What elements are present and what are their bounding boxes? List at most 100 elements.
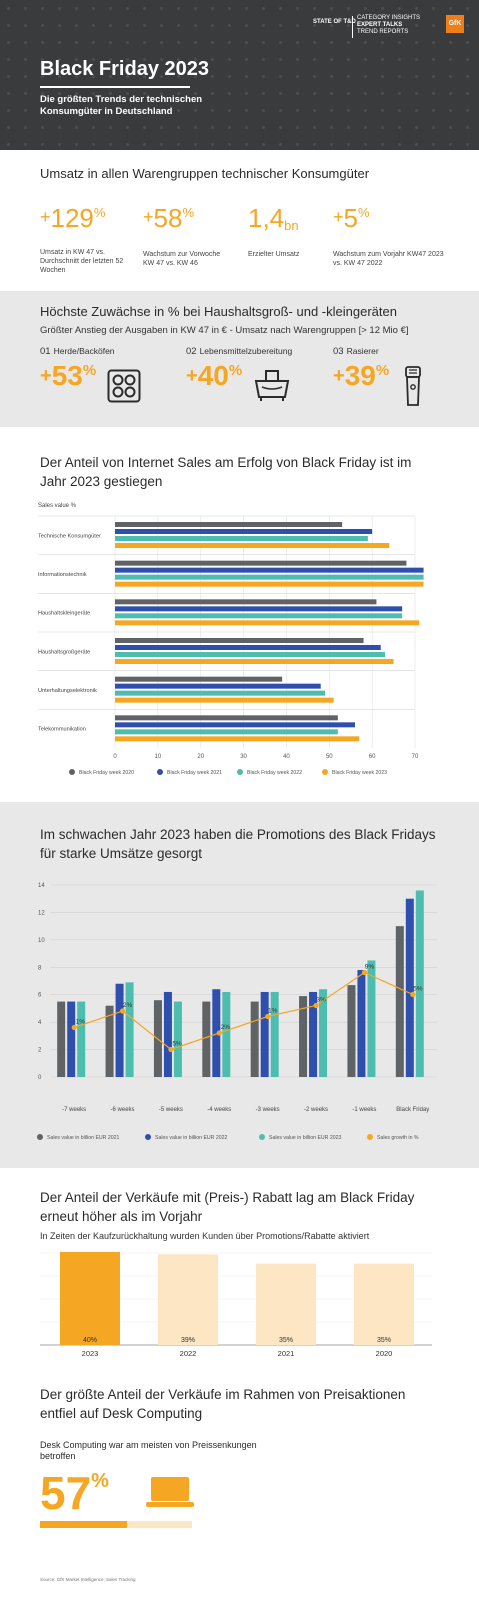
bar: [354, 1263, 414, 1345]
x-tick-label: -2 weeks: [304, 1107, 328, 1113]
bar: [115, 652, 385, 657]
category-label: Informationstechnik: [38, 572, 87, 578]
x-tick-label: 60: [369, 754, 376, 760]
kpi-value-3: 1,4bn: [248, 203, 299, 234]
kpi-value-4: +5%: [333, 203, 370, 234]
growth-point: [216, 1030, 222, 1036]
cooktop-icon: [107, 369, 141, 403]
bar-value-label: 35%: [377, 1337, 391, 1344]
bar: [115, 574, 424, 580]
bar: [67, 1001, 76, 1077]
bar: [256, 1263, 316, 1345]
growth-label: -5%: [170, 1041, 182, 1048]
brand-tagline-3: TREND REPORTS: [357, 29, 409, 35]
bar: [115, 543, 390, 548]
growth-point: [71, 1024, 77, 1031]
growth-point: [265, 1013, 271, 1020]
x-tick-label: 40: [283, 754, 290, 760]
legend-label: Black Friday week 2022: [247, 770, 302, 776]
legend-label: Black Friday week 2021: [167, 770, 222, 776]
bar: [115, 613, 403, 619]
kpi-number: 129: [50, 203, 94, 233]
bar: [115, 522, 343, 527]
x-tick-label: -1 weeks: [352, 1107, 376, 1113]
bar: [319, 989, 328, 1077]
bar: [260, 991, 269, 1077]
promotions-chart: 0 2 4 6 8 10 12 14 -7 weeks -6 weeks -5 weeks -4 we…: [37, 883, 437, 1141]
category-label-1: 01 Herde/Backöfen: [40, 346, 115, 357]
bar: [115, 722, 355, 728]
bar: [405, 898, 414, 1077]
growth-point: [119, 1008, 126, 1014]
legend-label: Sales value in billion EUR 2021: [47, 1135, 119, 1141]
category-number: 02: [186, 346, 197, 357]
kpi-prefix: +: [333, 207, 344, 227]
y-tick-label: 12: [38, 910, 45, 916]
kpi-label-3: Erzielter Umsatz: [248, 251, 300, 258]
y-tick-label: 6: [38, 993, 42, 999]
category-name: Rasierer: [346, 346, 379, 356]
growth-label: 2%: [123, 1002, 133, 1009]
x-tick-label: -5 weeks: [159, 1107, 183, 1113]
x-tick-label: -3 weeks: [256, 1107, 280, 1113]
bar: [115, 567, 424, 573]
bar: [115, 729, 338, 735]
y-tick-label: 14: [38, 883, 45, 889]
share-bar-fill: [40, 1521, 127, 1528]
x-tick-label: 2023: [82, 1349, 99, 1358]
legend-label: Sales value in billion EUR 2022: [155, 1135, 227, 1141]
section4-title: Im schwachen Jahr 2023 haben die Promoti…: [40, 827, 436, 861]
bar: [115, 606, 403, 612]
growth-label: 5%: [413, 986, 423, 993]
brand-separator: [352, 16, 353, 38]
y-tick-label: 4: [38, 1020, 42, 1026]
category-label: Telekommunikation: [38, 727, 86, 733]
bar: [270, 991, 279, 1077]
bar: [115, 536, 368, 541]
header-banner: [0, 0, 479, 150]
category-name: Lebensmittelzubereitung: [199, 346, 293, 356]
legend-marker: [237, 769, 243, 775]
section5-subtitle: In Zeiten der Kaufzurückhaltung wurden K…: [40, 1231, 370, 1241]
bar: [77, 1001, 86, 1077]
x-tick-label: -6 weeks: [111, 1107, 135, 1113]
subtitle-line-2: Konsumgüter in Deutschland: [40, 106, 173, 117]
category-label: Technische Konsumgüter: [38, 533, 101, 539]
bar-value-label: 39%: [181, 1337, 195, 1344]
category-label-2: 02 Lebensmittelzubereitung: [186, 346, 292, 357]
bar: [357, 970, 366, 1077]
kpi-unit: bn: [284, 218, 299, 233]
kpi-number: 1,4: [248, 203, 285, 233]
kpi-number: 5: [343, 203, 358, 233]
x-tick-label: 2020: [376, 1349, 393, 1358]
legend-marker: [259, 1134, 265, 1140]
growth-point: [410, 991, 416, 998]
growth-label: 9%: [365, 964, 375, 971]
bar: [163, 991, 172, 1077]
food-processor-icon: [254, 370, 290, 401]
bar: [347, 985, 356, 1077]
legend-marker: [37, 1134, 43, 1140]
bar: [299, 996, 308, 1077]
x-tick-label: Black Friday: [396, 1107, 429, 1113]
kpi-prefix: +: [40, 207, 51, 227]
category-number: 01: [40, 346, 51, 357]
title-underline: [40, 86, 190, 88]
desk-computing-share: 57%: [40, 1466, 109, 1520]
category-number: 03: [333, 346, 344, 357]
bar: [173, 1001, 182, 1077]
dot-pattern: [0, 0, 479, 150]
section2-title: Höchste Zuwächse in % bei Haushaltsgroß-…: [40, 304, 397, 319]
growth-label: 3%: [316, 997, 326, 1004]
legend-label: Sales value in billion EUR 2023: [269, 1135, 341, 1141]
x-tick-label: 2022: [180, 1349, 197, 1358]
section1-title: Umsatz in allen Warengruppen technischer…: [40, 166, 370, 181]
bar: [250, 1001, 259, 1077]
x-tick-label: -4 weeks: [207, 1107, 231, 1113]
bar: [115, 581, 424, 587]
category-label: Haushaltsgroßgeräte: [38, 649, 90, 655]
growth-point: [361, 969, 368, 976]
x-tick-label: 0: [113, 754, 117, 760]
bar: [105, 1005, 114, 1077]
discount-share-chart: 40% 2023 39% 2022 35% 2021 35% 2020: [40, 1252, 432, 1358]
